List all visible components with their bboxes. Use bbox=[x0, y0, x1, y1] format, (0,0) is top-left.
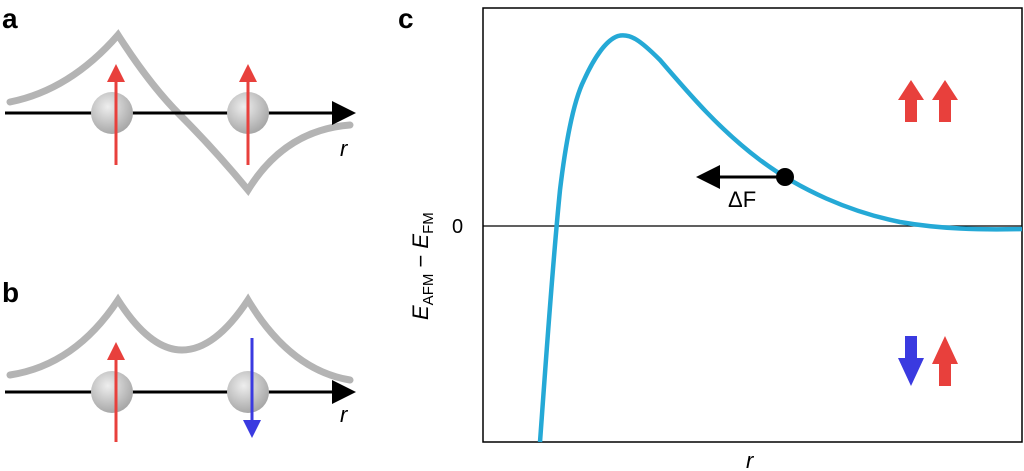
plot-frame bbox=[482, 7, 1023, 443]
r-axis-label: r bbox=[340, 402, 349, 427]
panel-c: c 0 ΔF r EAFM − EFM bbox=[398, 3, 1023, 471]
panel-b: b r bbox=[2, 277, 356, 442]
atom bbox=[91, 92, 133, 134]
wavefunction-curve bbox=[6, 293, 354, 384]
y-axis-label: EAFM − EFM bbox=[408, 212, 437, 320]
force-label: ΔF bbox=[728, 187, 756, 212]
antiferromagnetic-spins bbox=[898, 336, 958, 386]
energy-difference-curve bbox=[537, 33, 1023, 443]
panel-label: b bbox=[2, 277, 19, 308]
zero-tick-label: 0 bbox=[452, 216, 463, 238]
spin-up-arrow bbox=[932, 80, 958, 122]
spin-up-arrow bbox=[898, 80, 924, 122]
atom bbox=[91, 371, 133, 413]
panel-a: a r bbox=[2, 3, 356, 196]
wavefunction-curve bbox=[6, 29, 354, 196]
r-axis-label: r bbox=[340, 136, 349, 161]
panel-label: c bbox=[398, 3, 414, 34]
ferromagnetic-spins bbox=[898, 80, 958, 122]
x-axis-label: r bbox=[746, 448, 755, 471]
atom bbox=[227, 371, 269, 413]
spin-up-arrow bbox=[932, 336, 958, 386]
state-point bbox=[776, 168, 794, 186]
panel-label: a bbox=[2, 3, 18, 34]
spin-down-arrow bbox=[898, 336, 924, 386]
